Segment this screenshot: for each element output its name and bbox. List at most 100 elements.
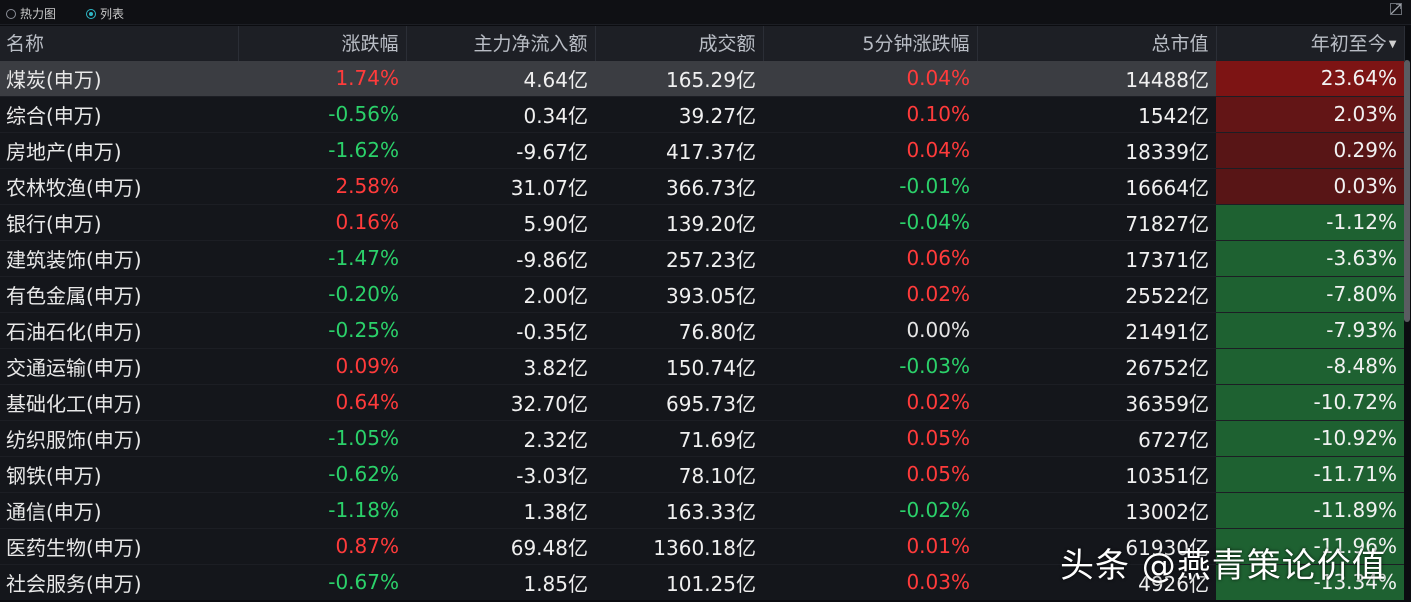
market-cap-cell: 4926亿 (977, 563, 1216, 600)
change-cell: -0.25% (238, 311, 406, 348)
turnover-cell: 393.05亿 (595, 275, 763, 312)
table-row[interactable]: 交通运输(申万) 0.09% 3.82亿 150.74亿 -0.03% 26752亿 -8.… (0, 347, 1404, 384)
net-inflow-cell: 31.07亿 (406, 167, 595, 204)
market-cap-cell: 71827亿 (977, 203, 1216, 240)
market-cap-cell: 1542亿 (977, 95, 1216, 132)
col-header-change[interactable]: 涨跌幅 (238, 26, 407, 60)
table-row[interactable]: 钢铁(申万) -0.62% -3.03亿 78.10亿 0.05% 10351亿 -11.7… (0, 455, 1404, 492)
table-row[interactable]: 石油石化(申万) -0.25% -0.35亿 76.80亿 0.00% 21491亿 -7.… (0, 311, 1404, 348)
ytd-cell: -7.80% (1216, 275, 1404, 312)
table-row[interactable]: 纺织服饰(申万) -1.05% 2.32亿 71.69亿 0.05% 6727亿 -10.9… (0, 419, 1404, 456)
five-min-cell: 0.02% (763, 383, 977, 420)
radio-heatmap[interactable]: 热力图 (6, 5, 56, 22)
sector-name-cell: 纺织服饰(申万) (0, 419, 238, 456)
radio-circle-icon (6, 8, 16, 19)
turnover-cell: 139.20亿 (595, 203, 763, 240)
turnover-cell: 163.33亿 (595, 491, 763, 528)
ytd-cell: 0.03% (1216, 167, 1404, 204)
turnover-cell: 165.29亿 (595, 59, 763, 96)
change-cell: 0.16% (238, 203, 406, 240)
turnover-cell: 695.73亿 (595, 383, 763, 420)
ytd-cell: -11.96% (1216, 527, 1404, 564)
view-toggle-bar: 热力图 列表 (0, 0, 1411, 25)
five-min-cell: -0.03% (763, 347, 977, 384)
net-inflow-cell: 32.70亿 (406, 383, 595, 420)
ytd-cell: -11.89% (1216, 491, 1404, 528)
net-inflow-cell: -9.86亿 (406, 239, 595, 276)
five-min-cell: 0.06% (763, 239, 977, 276)
turnover-cell: 1360.18亿 (595, 527, 763, 564)
five-min-cell: -0.02% (763, 491, 977, 528)
change-cell: -0.62% (238, 455, 406, 492)
turnover-cell: 257.23亿 (595, 239, 763, 276)
sector-name-cell: 社会服务(申万) (0, 563, 238, 600)
change-cell: -0.56% (238, 95, 406, 132)
five-min-cell: 0.04% (763, 131, 977, 168)
table-row[interactable]: 综合(申万) -0.56% 0.34亿 39.27亿 0.10% 1542亿 2.03% (0, 95, 1404, 132)
table-row[interactable]: 基础化工(申万) 0.64% 32.70亿 695.73亿 0.02% 36359亿 -10… (0, 383, 1404, 420)
table-row[interactable]: 农林牧渔(申万) 2.58% 31.07亿 366.73亿 -0.01% 16664亿 0.… (0, 167, 1404, 204)
table-row[interactable]: 房地产(申万) -1.62% -9.67亿 417.37亿 0.04% 18339亿 0.2… (0, 131, 1404, 168)
five-min-cell: 0.02% (763, 275, 977, 312)
col-header-market-cap[interactable]: 总市值 (977, 26, 1217, 60)
col-header-ytd[interactable]: 年初至今 ▼ (1216, 26, 1405, 60)
sector-name-cell: 煤炭(申万) (0, 59, 238, 96)
table-row[interactable]: 建筑装饰(申万) -1.47% -9.86亿 257.23亿 0.06% 17371亿 -3… (0, 239, 1404, 276)
scrollbar-thumb[interactable] (1404, 60, 1410, 322)
table-row[interactable]: 通信(申万) -1.18% 1.38亿 163.33亿 -0.02% 13002亿 -11.… (0, 491, 1404, 528)
col-header-turnover[interactable]: 成交额 (595, 26, 764, 60)
five-min-cell: 0.00% (763, 311, 977, 348)
market-cap-cell: 61930亿 (977, 527, 1216, 564)
net-inflow-cell: 1.38亿 (406, 491, 595, 528)
turnover-cell: 39.27亿 (595, 95, 763, 132)
five-min-cell: 0.05% (763, 455, 977, 492)
five-min-cell: 0.03% (763, 563, 977, 600)
net-inflow-cell: 2.32亿 (406, 419, 595, 456)
col-header-net-inflow[interactable]: 主力净流入额 (406, 26, 596, 60)
net-inflow-cell: 3.82亿 (406, 347, 595, 384)
market-cap-cell: 21491亿 (977, 311, 1216, 348)
change-cell: 0.09% (238, 347, 406, 384)
ytd-cell: -10.72% (1216, 383, 1404, 420)
five-min-cell: 0.05% (763, 419, 977, 456)
turnover-cell: 76.80亿 (595, 311, 763, 348)
change-cell: 0.87% (238, 527, 406, 564)
sector-name-cell: 交通运输(申万) (0, 347, 238, 384)
five-min-cell: -0.04% (763, 203, 977, 240)
net-inflow-cell: 4.64亿 (406, 59, 595, 96)
ytd-cell: 2.03% (1216, 95, 1404, 132)
market-cap-cell: 6727亿 (977, 419, 1216, 456)
change-cell: -0.67% (238, 563, 406, 600)
sort-desc-icon: ▼ (1388, 39, 1397, 51)
table-row[interactable]: 有色金属(申万) -0.20% 2.00亿 393.05亿 0.02% 25522亿 -7.… (0, 275, 1404, 312)
market-cap-cell: 36359亿 (977, 383, 1216, 420)
market-cap-cell: 25522亿 (977, 275, 1216, 312)
radio-list[interactable]: 列表 (86, 5, 124, 22)
sector-name-cell: 有色金属(申万) (0, 275, 238, 312)
sector-table: 名称 涨跌幅 主力净流入额 成交额 5分钟涨跌幅 总市值 年初至今 ▼ 煤炭(申万… (0, 26, 1405, 600)
radio-list-label: 列表 (100, 7, 125, 21)
sector-name-cell: 房地产(申万) (0, 131, 238, 168)
expand-window-icon[interactable] (1389, 3, 1403, 17)
change-cell: -1.62% (238, 131, 406, 168)
net-inflow-cell: -0.35亿 (406, 311, 595, 348)
ytd-cell: -1.12% (1216, 203, 1404, 240)
ytd-cell: 23.64% (1216, 59, 1404, 96)
market-cap-cell: 13002亿 (977, 491, 1216, 528)
ytd-cell: -10.92% (1216, 419, 1404, 456)
table-row[interactable]: 银行(申万) 0.16% 5.90亿 139.20亿 -0.04% 71827亿 -1.12… (0, 203, 1404, 240)
five-min-cell: 0.01% (763, 527, 977, 564)
market-cap-cell: 26752亿 (977, 347, 1216, 384)
sector-name-cell: 建筑装饰(申万) (0, 239, 238, 276)
market-cap-cell: 10351亿 (977, 455, 1216, 492)
table-row[interactable]: 医药生物(申万) 0.87% 69.48亿 1360.18亿 0.01% 61930亿 -1… (0, 527, 1404, 564)
col-header-five-min[interactable]: 5分钟涨跌幅 (763, 26, 978, 60)
net-inflow-cell: 5.90亿 (406, 203, 595, 240)
ytd-cell: -7.93% (1216, 311, 1404, 348)
table-row[interactable]: 煤炭(申万) 1.74% 4.64亿 165.29亿 0.04% 14488亿 23.64% (0, 59, 1404, 96)
five-min-cell: 0.10% (763, 95, 977, 132)
five-min-cell: 0.04% (763, 59, 977, 96)
sector-name-cell: 通信(申万) (0, 491, 238, 528)
col-header-name[interactable]: 名称 (0, 26, 239, 60)
table-row[interactable]: 社会服务(申万) -0.67% 1.85亿 101.25亿 0.03% 4926亿 -13.… (0, 563, 1404, 600)
